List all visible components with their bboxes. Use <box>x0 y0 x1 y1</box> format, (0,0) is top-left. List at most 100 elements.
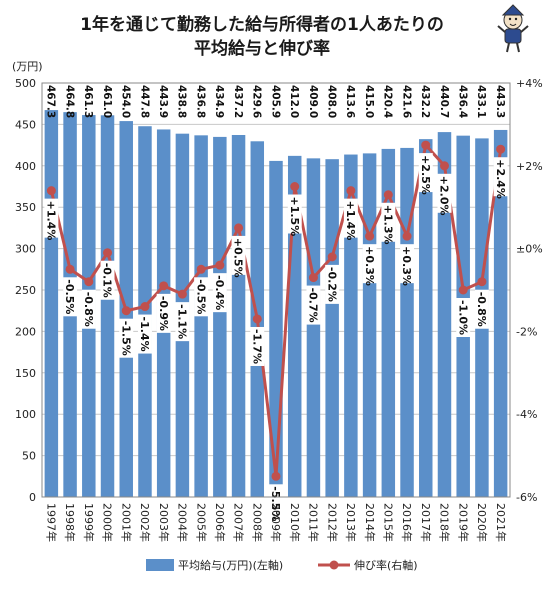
growth-rate-label-group: -0.9% <box>156 293 171 333</box>
growth-rate-label: -0.9% <box>157 296 170 331</box>
growth-rate-point <box>496 144 506 154</box>
growth-rate-label: -1.0% <box>456 300 469 335</box>
growth-rate-label-group: -1.1% <box>175 302 190 342</box>
growth-rate-point <box>402 231 412 241</box>
growth-rate-label: -1.4% <box>138 317 151 352</box>
bar-value-label: 436.4 <box>457 85 469 118</box>
growth-rate-label: +1.3% <box>381 205 394 245</box>
legend-swatch-point <box>329 560 339 570</box>
growth-rate-label-bg <box>456 298 471 337</box>
growth-rate-label-bg <box>362 244 377 284</box>
growth-rate-label: -0.7% <box>307 288 320 323</box>
bar <box>44 110 59 498</box>
growth-rate-label: +1.4% <box>45 201 58 241</box>
bar <box>437 132 452 497</box>
data-labels: 467.3 464.8 461.3 461.0 454.0 447.8 443.9 438.8… <box>44 85 508 524</box>
growth-rate-label: -0.1% <box>101 263 114 298</box>
growth-rate-label-group: -0.8% <box>81 289 96 329</box>
plot-frame <box>41 82 511 498</box>
bar <box>493 129 508 497</box>
bar-value-label: 434.9 <box>213 85 225 118</box>
growth-rate-point <box>196 264 206 274</box>
x-axis-tick-label: 2017年 <box>419 503 433 542</box>
bar-value-label: 421.6 <box>400 85 412 118</box>
growth-rate-label: +2.0% <box>438 176 451 216</box>
growth-rate-point <box>271 471 281 481</box>
growth-rate-point <box>65 264 75 274</box>
growth-rate-label: +1.4% <box>344 201 357 241</box>
growth-rate-label: -1.5% <box>119 321 132 356</box>
bar-value-label: 432.2 <box>419 85 431 118</box>
left-axis-tick-label: 0 <box>29 491 36 504</box>
bar-series <box>44 110 508 498</box>
growth-rate-label-group: -0.1% <box>100 260 115 300</box>
growth-rate-label: -1.1% <box>176 304 189 339</box>
growth-rate-label-group: +0.3% <box>400 244 415 286</box>
legend-swatch-bar <box>146 559 174 571</box>
x-axis-tick-label: 1998年 <box>63 503 77 542</box>
growth-rate-label: +0.3% <box>400 246 413 286</box>
bar-value-label: 415.0 <box>363 85 375 118</box>
x-axis-tick-label: 2020年 <box>475 503 489 542</box>
bar-value-label: 438.8 <box>176 85 188 118</box>
growth-rate-label: -0.8% <box>475 292 488 327</box>
growth-rate-point <box>121 306 131 316</box>
right-axis-tick-label: -6% <box>516 491 537 504</box>
bar-value-label: 436.8 <box>194 85 206 118</box>
x-axis-tick-label: 2006年 <box>213 503 227 542</box>
chart-title-line1: 1年を通じて勤務した給与所得者の1人あたりの <box>80 14 444 35</box>
growth-rate-point <box>290 182 300 191</box>
bar <box>400 147 414 497</box>
growth-rate-point <box>346 186 356 196</box>
bar-value-label: 433.1 <box>475 85 487 118</box>
growth-rate-point <box>365 231 375 241</box>
left-axis-tick-label: 50 <box>22 450 36 463</box>
x-axis-tick-label: 1999年 <box>82 503 96 542</box>
growth-rate-label-group: -1.4% <box>137 314 152 354</box>
x-axis-tick-label: 2009年 <box>269 503 283 542</box>
x-axis-tick-label: 2010年 <box>288 503 302 542</box>
growth-rate-label: +2.4% <box>494 159 507 199</box>
x-axis-tick-label: 2002年 <box>138 503 152 542</box>
growth-rate-label-bg <box>137 314 152 354</box>
growth-rate-label-bg <box>156 293 171 333</box>
bar-value-label: 454.0 <box>120 85 132 118</box>
growth-rate-label: +2.5% <box>419 155 432 195</box>
growth-rate-label-bg <box>474 289 489 329</box>
growth-rate-label-bg <box>400 244 415 284</box>
growth-rate-label-bg <box>325 264 340 304</box>
growth-rate-label-group: -1.5% <box>119 318 134 358</box>
x-axis-tick-label: 2004年 <box>176 503 190 542</box>
right-axis-tick-label: ±0% <box>516 243 543 256</box>
bar <box>100 115 115 498</box>
x-axis-tick-label: 2015年 <box>381 503 395 542</box>
growth-rate-label: -0.8% <box>82 292 95 327</box>
x-axis-tick-label: 2011年 <box>307 503 321 542</box>
bar-value-label: 412.0 <box>288 85 300 118</box>
growth-rate-label-group: -0.2% <box>325 264 340 304</box>
growth-rate-label-group: +1.5% <box>287 194 302 236</box>
left-axis-tick-label: 250 <box>15 284 36 297</box>
growth-rate-point <box>159 281 169 291</box>
x-axis-tick-label: 2000年 <box>101 503 115 542</box>
x-axis-tick-label: 2005年 <box>194 503 208 542</box>
growth-rate-label: -0.4% <box>213 275 226 310</box>
bar <box>306 158 321 497</box>
growth-rate-label-bg <box>63 277 78 317</box>
x-axis-tick-label: 2019年 <box>456 503 470 542</box>
x-axis-tick-label: 2013年 <box>344 503 358 542</box>
bar <box>138 126 152 497</box>
growth-rate-label-bg <box>231 235 246 275</box>
right-axis-tick-label: +2% <box>516 160 543 173</box>
x-axis-tick-label: 2003年 <box>157 503 171 542</box>
growth-rate-label-bg <box>175 302 190 342</box>
growth-rate-label-group: +2.5% <box>418 153 433 195</box>
left-axis-tick-label: 150 <box>15 367 36 380</box>
bar-value-label: 464.8 <box>63 85 75 118</box>
left-axis-tick-label: 450 <box>15 118 36 131</box>
right-axis-tick-label: -2% <box>516 325 537 338</box>
growth-rate-point <box>458 285 468 295</box>
legend-label-bar: 平均給与(万円)(左軸) <box>178 558 283 572</box>
growth-rate-point <box>439 161 449 171</box>
